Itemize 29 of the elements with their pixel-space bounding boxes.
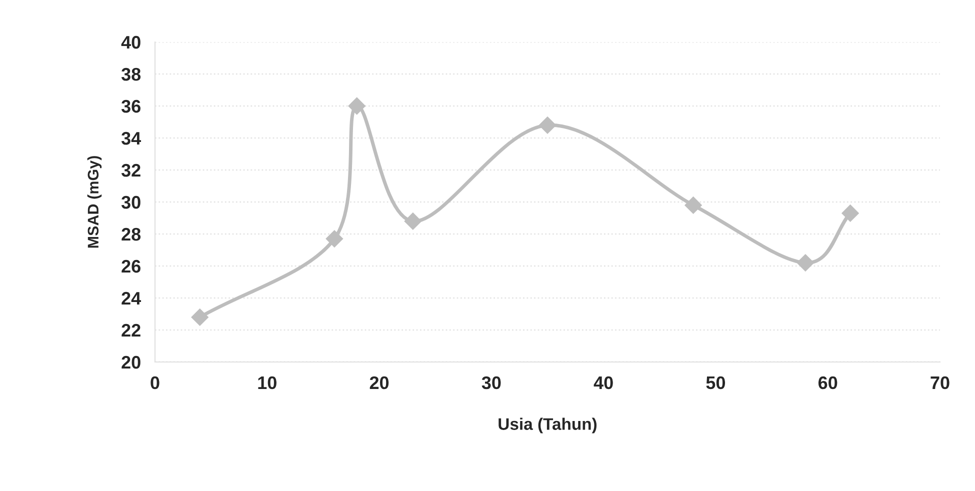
y-tick-label: 38 xyxy=(121,68,141,81)
y-tick-label: 22 xyxy=(122,324,140,337)
x-axis-title: Usia (Tahun) xyxy=(498,418,597,434)
x-tick-label: 40 xyxy=(594,376,613,390)
x-tick-label: 60 xyxy=(818,376,838,390)
point xyxy=(684,196,702,214)
x-tick-label: 0 xyxy=(150,376,160,390)
x-tick-label: 10 xyxy=(258,376,276,390)
x-tick-label: 30 xyxy=(482,376,501,390)
y-tick-label: 28 xyxy=(122,228,141,241)
y-tick-label: 32 xyxy=(121,164,140,177)
point xyxy=(796,254,814,272)
y-tick-label: 24 xyxy=(122,292,142,305)
point xyxy=(191,308,208,326)
y-tick-label: 20 xyxy=(122,356,140,369)
point xyxy=(842,204,859,222)
point xyxy=(348,97,366,115)
point xyxy=(538,116,556,134)
point xyxy=(326,230,343,248)
y-tick-label: 30 xyxy=(121,196,140,209)
y-axis-title: MSAD (mGy) xyxy=(87,156,102,248)
x-tick-label: 50 xyxy=(706,376,726,390)
y-tick-label: 26 xyxy=(122,260,140,273)
x-tick-label: 70 xyxy=(930,376,950,390)
y-tick-label: 34 xyxy=(121,132,142,145)
y-tick-label: 40 xyxy=(121,36,140,49)
point xyxy=(404,212,422,230)
x-tick-label: 20 xyxy=(370,376,389,390)
y-tick-label: 36 xyxy=(121,100,140,113)
